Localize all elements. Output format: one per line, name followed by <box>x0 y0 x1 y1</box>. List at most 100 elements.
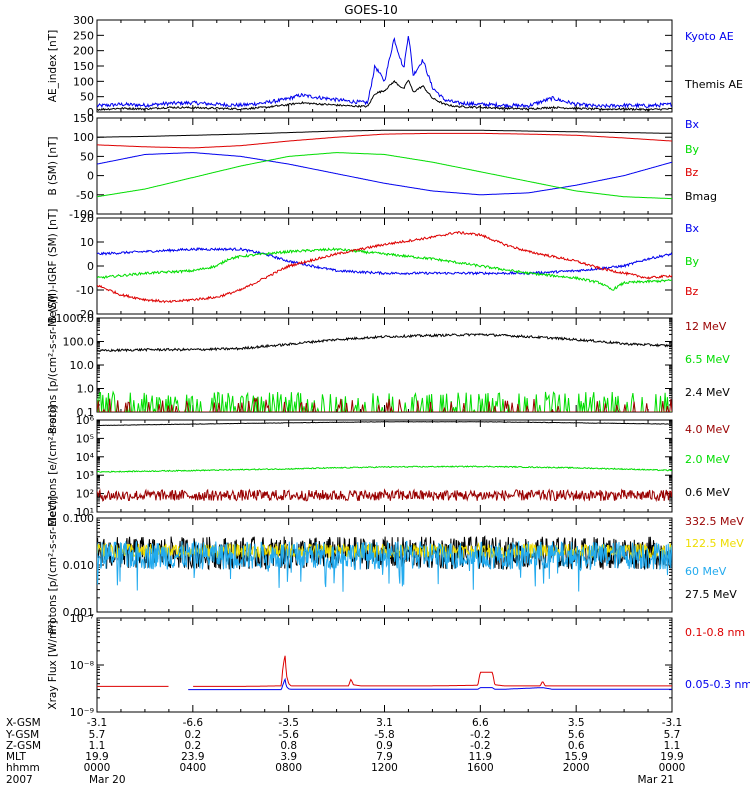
legend-entry: Themis AE <box>684 78 743 91</box>
panel-xray: 10⁻⁹ 10⁻⁸ 10⁻⁷ Xray Flux [W/m²] 0.1-0.8 nm 0.… <box>47 612 750 719</box>
legend-entry: Bz <box>685 166 699 179</box>
ephem-value: Mar 20 <box>89 774 126 786</box>
ephem-value: -3.1 <box>87 717 108 729</box>
legend-entry: 6.5 MeV <box>685 353 730 366</box>
ephem-value: 0.9 <box>376 740 393 752</box>
ephem-value: 1.1 <box>89 740 106 752</box>
series-line-by <box>97 247 672 291</box>
ytick-label: 250 <box>73 29 94 42</box>
series-noise-cyan <box>97 540 672 592</box>
ephem-value: 0.2 <box>184 729 201 741</box>
legend-entry: Bx <box>685 222 700 235</box>
legend-entry: 0.6 MeV <box>685 486 730 499</box>
series-line-0-1-0-8-nm <box>97 655 672 687</box>
legend-entry: 2.0 MeV <box>685 453 730 466</box>
y-axis-label: AE_index [nT] <box>47 30 59 102</box>
ephem-value: 6.6 <box>472 717 489 729</box>
ytick-label: 10⁶ <box>76 414 95 427</box>
panel-frame <box>96 19 673 113</box>
ytick-label: -10 <box>76 284 94 297</box>
series-noise-4mev <box>97 488 672 503</box>
series-line-bx <box>97 152 672 196</box>
legend-entry: By <box>685 255 700 268</box>
ephem-value: 3.1 <box>376 717 393 729</box>
legend-entry: 2.4 MeV <box>685 386 730 399</box>
legend-entry: Bz <box>685 285 699 298</box>
ephem-value: 11.9 <box>469 751 492 763</box>
legend-entry: By <box>685 143 700 156</box>
series-line-themis-ae <box>97 79 672 112</box>
ytick-label: -20 <box>76 308 94 321</box>
ytick-label: -100 <box>69 208 94 221</box>
y-axis-label: Protons [p/(cm²-s-sr-MeV)] <box>47 296 59 434</box>
legend-entry: Bmag <box>685 190 717 203</box>
series-line-bz <box>97 231 672 304</box>
ytick-label: 100.0 <box>63 336 95 349</box>
ephem-row-label: Y-GSM <box>5 729 39 741</box>
ytick-label: 0 <box>87 106 94 119</box>
y-axis-label: B (SM) [nT] <box>47 136 59 195</box>
ephem-value: 0800 <box>275 762 302 774</box>
ytick-label: 10.0 <box>70 359 95 372</box>
legend-entry: 4.0 MeV <box>685 423 730 436</box>
ytick-label: 0.010 <box>63 559 95 572</box>
ephem-value: -3.1 <box>662 717 683 729</box>
legend-entry: 27.5 MeV <box>685 588 737 601</box>
ephem-value: 1200 <box>371 762 398 774</box>
series-line-0-05-0-3-nm <box>188 677 672 691</box>
ephem-value: Mar 21 <box>637 774 674 786</box>
panel-ele: 10¹ 10² 10³ 10⁴ 10⁵ 10⁶ Electrons [e/(cm²-s-sr… <box>47 405 730 526</box>
ytick-label: 0 <box>87 260 94 273</box>
ephem-value: 3.5 <box>568 717 585 729</box>
legend-entry: 332.5 MeV <box>685 515 744 528</box>
legend-entry: 0.05-0.3 nm <box>685 678 750 691</box>
series-line-0-6-mev <box>97 421 672 427</box>
ephem-value: 19.9 <box>660 751 683 763</box>
ephem-value: 15.9 <box>564 751 587 763</box>
panel-frame <box>96 617 673 713</box>
ephem-value: 0.6 <box>568 740 585 752</box>
series-line-bmag <box>97 129 672 138</box>
ephem-value: 0.2 <box>184 740 201 752</box>
ytick-label: 10³ <box>76 469 94 482</box>
legend-entry: Bx <box>685 118 700 131</box>
ytick-label: 50 <box>80 91 94 104</box>
ephem-value: 1600 <box>467 762 494 774</box>
panel-bsm: -100 -50 0 50 100 150 B (SM) [nT] Bx By Bz Bmag <box>47 112 717 221</box>
ephem-row-label: Z-GSM <box>6 740 41 752</box>
ephem-value: 3.9 <box>280 751 297 763</box>
legend-entry: 12 MeV <box>685 320 727 333</box>
ytick-label: 10¹ <box>76 506 94 519</box>
ephem-value: -0.2 <box>470 740 491 752</box>
ytick-label: 100 <box>73 131 94 144</box>
series-noise-green <box>97 390 672 412</box>
ephem-value: 0400 <box>179 762 206 774</box>
ephem-value: 0000 <box>84 762 111 774</box>
y-axis-label: Protons [p/(cm²-s-sr-MeV)] <box>47 496 59 634</box>
ephem-value: 0000 <box>659 762 686 774</box>
panel-pro2: 0.001 0.010 0.100 Protons [p/(cm²-s-sr-MeV)… <box>47 496 744 634</box>
legend-entry: Kyoto AE <box>685 30 734 43</box>
legend-entry: 60 MeV <box>685 565 727 578</box>
ytick-label: 1000.0 <box>56 312 95 325</box>
ytick-label: 200 <box>73 45 94 58</box>
ytick-label: 1.0 <box>77 383 95 396</box>
ytick-label: 50 <box>80 150 94 163</box>
panel-ae: 0 50 100 150 200 250 300 AE_index [nT] Kyoto AE T… <box>47 14 743 119</box>
y-axis-label: Xray Flux [W/m²] <box>47 620 59 709</box>
ytick-label: 10⁻⁸ <box>70 659 95 672</box>
legend-entry: 0.1-0.8 nm <box>685 626 745 639</box>
ephem-value: -5.6 <box>278 729 299 741</box>
y-axis-label: Electrons [e/(cm²-s-sr)] <box>47 405 59 526</box>
ephem-row-label: MLT <box>6 751 26 763</box>
ytick-label: 0.100 <box>63 512 95 525</box>
series-line-kyoto-ae <box>97 36 672 110</box>
series-line-by <box>97 152 672 200</box>
ephem-value: -3.5 <box>278 717 299 729</box>
ytick-label: 0.001 <box>63 606 95 619</box>
ephem-value: 19.9 <box>85 751 108 763</box>
series-line-2-0-mev <box>97 465 672 473</box>
